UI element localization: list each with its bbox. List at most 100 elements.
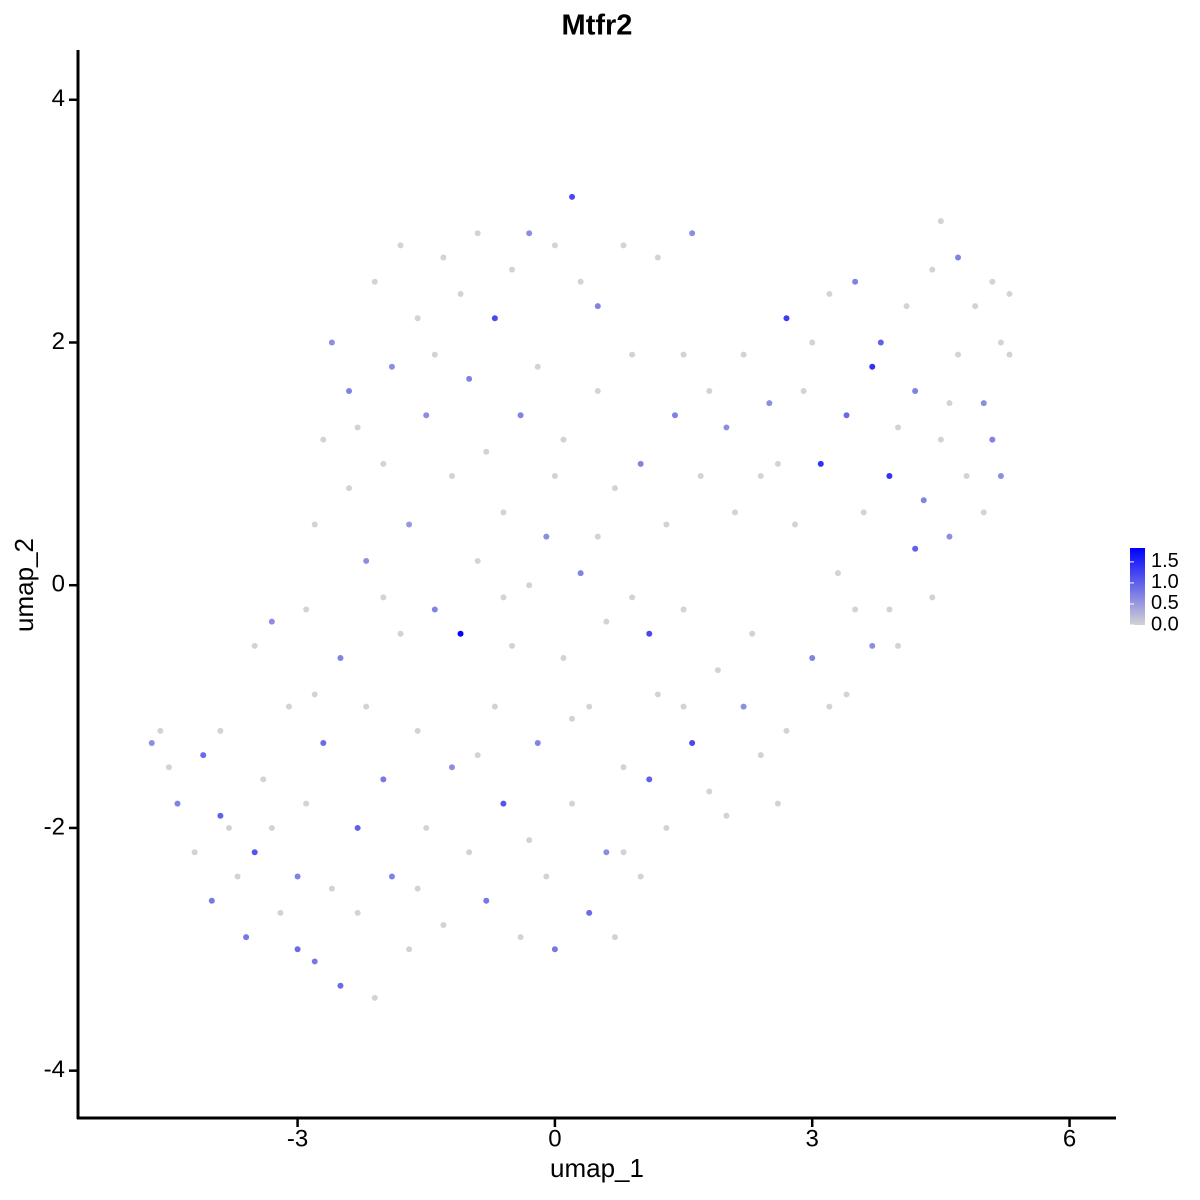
point xyxy=(414,885,421,892)
point xyxy=(371,278,378,285)
point xyxy=(474,752,481,759)
point xyxy=(543,873,550,880)
x-tick-label: 3 xyxy=(806,1125,819,1152)
point xyxy=(406,946,413,953)
point xyxy=(294,946,301,953)
x-tick-label: 6 xyxy=(1063,1125,1076,1152)
point xyxy=(551,946,558,953)
point xyxy=(740,351,747,358)
point xyxy=(629,594,636,601)
point xyxy=(603,849,610,856)
point xyxy=(637,873,644,880)
point xyxy=(637,460,644,467)
point xyxy=(483,448,490,455)
point xyxy=(817,460,824,467)
point xyxy=(491,315,498,322)
point xyxy=(380,776,387,783)
colorbar-tick-label: 0.0 xyxy=(1151,613,1179,635)
point xyxy=(869,363,876,370)
point xyxy=(680,703,687,710)
point xyxy=(680,606,687,613)
point xyxy=(852,606,859,613)
point xyxy=(646,630,653,637)
point xyxy=(457,290,464,297)
point xyxy=(997,472,1004,479)
point xyxy=(517,412,524,419)
point xyxy=(165,764,172,771)
point xyxy=(732,509,739,516)
point xyxy=(894,642,901,649)
point xyxy=(414,727,421,734)
point xyxy=(474,230,481,237)
point xyxy=(431,606,438,613)
point xyxy=(912,388,919,395)
point xyxy=(654,691,661,698)
colorbar xyxy=(1130,548,1145,625)
point xyxy=(886,472,893,479)
point xyxy=(955,254,962,261)
point xyxy=(491,703,498,710)
point xyxy=(457,630,464,637)
point xyxy=(448,472,455,479)
chart-title: Mtfr2 xyxy=(562,10,633,42)
point xyxy=(783,315,790,322)
point xyxy=(311,691,318,698)
point xyxy=(303,800,310,807)
point xyxy=(414,315,421,322)
point xyxy=(371,994,378,1001)
point xyxy=(509,266,516,273)
point xyxy=(894,424,901,431)
point xyxy=(929,266,936,273)
point xyxy=(654,254,661,261)
point xyxy=(980,509,987,516)
point xyxy=(380,594,387,601)
point xyxy=(757,472,764,479)
point xyxy=(560,655,567,662)
point xyxy=(225,824,232,831)
point xyxy=(757,752,764,759)
point xyxy=(937,218,944,225)
point xyxy=(217,727,224,734)
point xyxy=(646,776,653,783)
colorbar-tick-label: 1.0 xyxy=(1151,571,1179,593)
colorbar-tick-label: 0.5 xyxy=(1151,592,1179,614)
y-tick-label: 2 xyxy=(52,328,65,355)
point xyxy=(663,521,670,528)
point xyxy=(277,909,284,916)
point xyxy=(946,533,953,540)
x-tick-label: 0 xyxy=(548,1125,561,1152)
point xyxy=(997,339,1004,346)
point xyxy=(611,934,618,941)
point xyxy=(723,812,730,819)
point xyxy=(783,727,790,734)
point xyxy=(620,849,627,856)
point xyxy=(843,412,850,419)
point xyxy=(569,715,576,722)
point xyxy=(337,982,344,989)
colorbar-tick-label: 1.5 xyxy=(1151,550,1179,572)
point xyxy=(946,400,953,407)
point xyxy=(963,472,970,479)
point xyxy=(397,242,404,249)
point xyxy=(680,351,687,358)
point xyxy=(294,873,301,880)
point xyxy=(792,521,799,528)
point xyxy=(603,618,610,625)
point xyxy=(774,800,781,807)
point xyxy=(388,363,395,370)
point xyxy=(543,533,550,540)
point xyxy=(286,703,293,710)
point xyxy=(243,934,250,941)
point xyxy=(834,570,841,577)
point xyxy=(311,521,318,528)
point xyxy=(843,691,850,698)
point xyxy=(200,752,207,759)
point xyxy=(852,278,859,285)
point xyxy=(423,412,430,419)
point xyxy=(380,460,387,467)
point xyxy=(706,788,713,795)
point xyxy=(191,849,198,856)
point xyxy=(886,606,893,613)
point xyxy=(620,242,627,249)
